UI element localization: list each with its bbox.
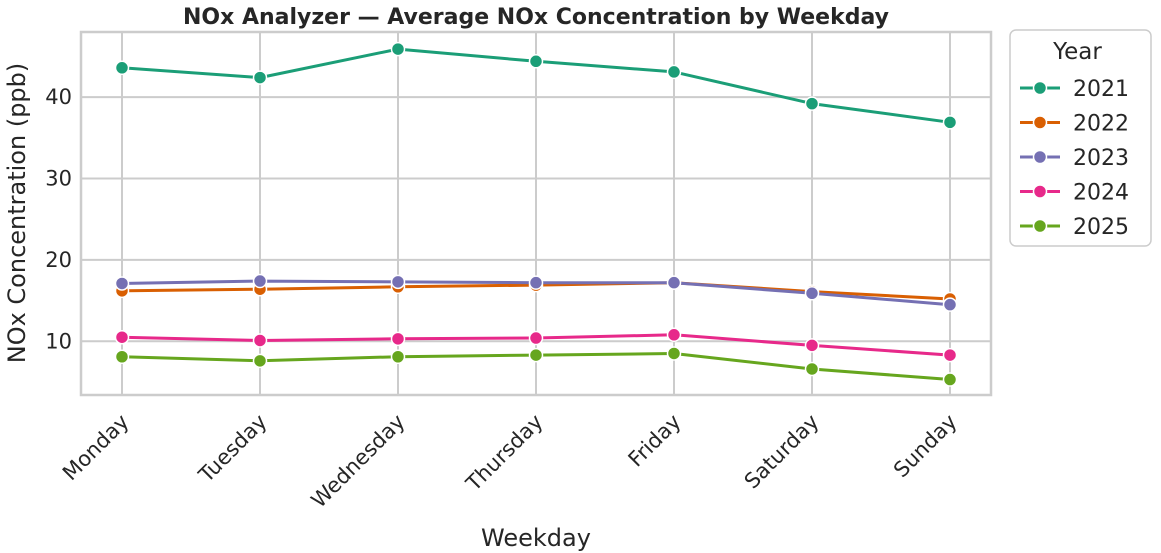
series-2024 [114,327,958,363]
data-point-2023 [804,286,820,301]
data-point-2021 [942,115,958,130]
data-point-2025 [666,346,682,361]
legend-label: 2025 [1073,215,1129,240]
data-point-2024 [666,327,682,343]
data-point-2021 [528,54,544,69]
series-2021 [114,41,958,130]
data-point-2023 [252,273,268,289]
legend-item-2024: 2024 [1020,181,1129,206]
legend-label: 2024 [1073,181,1129,206]
data-point-2023 [666,275,682,290]
data-point-2021 [114,60,130,76]
y-tick-label: 10 [45,329,72,353]
data-point-2024 [528,330,544,346]
data-point-2023 [390,274,406,290]
data-point-2021 [390,41,406,57]
legend-marker [1032,149,1048,165]
plot-area: 10 20 30 40 Monday Tuesday Wednesday Thursday Fr… [45,30,993,513]
legend-item-2023: 2023 [1020,146,1129,171]
data-point-2021 [804,96,820,111]
x-tick-label: Wednesday [307,410,410,513]
data-point-2024 [804,338,820,353]
legend-label: 2022 [1073,112,1129,137]
x-tick-label: Friday [624,410,686,472]
data-point-2024 [390,331,406,347]
legend: Year 2021 2022 2023 2024 2025 [1009,29,1152,247]
y-tick-label: 20 [45,248,72,272]
x-tick-label: Tuesday [193,410,271,488]
data-point-2025 [114,349,130,364]
x-tick-label: Thursday [461,410,548,497]
data-point-2025 [942,372,958,387]
data-point-2024 [252,333,268,348]
legend-label: 2023 [1073,146,1129,171]
data-point-2021 [252,70,268,85]
series-2025 [114,346,958,387]
legend-marker [1032,115,1048,130]
x-tick-label: Monday [58,410,134,486]
data-point-2024 [942,347,958,363]
legend-marker [1032,184,1048,199]
data-point-2023 [528,275,544,290]
legend-item-2022: 2022 [1020,112,1129,137]
y-tick-label: 40 [45,85,72,109]
legend-marker [1032,218,1048,234]
legend-item-2021: 2021 [1020,77,1129,102]
chart-title: NOx Analyzer — Average NOx Concentration… [183,5,889,30]
data-point-2023 [942,297,958,312]
data-point-2025 [528,347,544,363]
legend-title: Year [1052,39,1102,65]
x-tick-label: Sunday [889,410,962,483]
x-axis-label: Weekday [481,524,591,552]
plot-frame [79,30,993,397]
legend-marker [1032,80,1048,96]
data-point-2025 [390,349,406,364]
y-tick-label: 30 [45,167,72,191]
data-point-2023 [114,276,130,291]
x-tick-label: Saturday [740,410,824,494]
data-point-2024 [114,329,130,345]
series-2023 [114,273,958,312]
legend-label: 2021 [1073,77,1129,102]
legend-item-2025: 2025 [1020,215,1129,240]
y-axis-label: NOx Concentration (ppb) [3,63,31,364]
data-point-2021 [666,64,682,80]
data-point-2025 [252,353,268,369]
data-point-2025 [804,361,820,377]
